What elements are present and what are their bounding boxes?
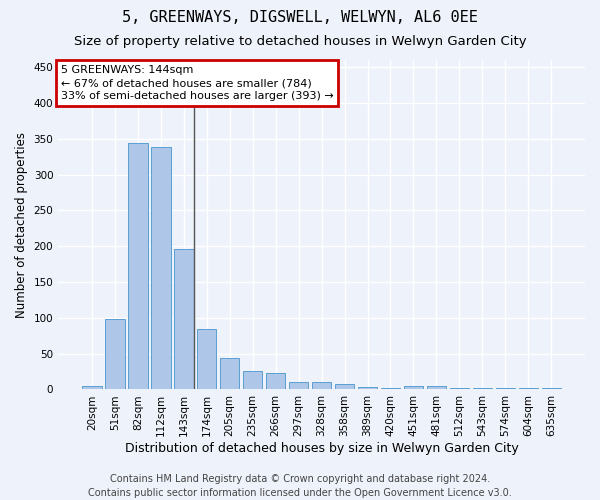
Bar (381, 388, 400, 390)
Bar (496, 388, 515, 390)
Bar (542, 388, 561, 390)
Bar (266, 373, 286, 390)
Bar (151, 148, 170, 390)
Bar (220, 358, 239, 390)
Bar (82, 386, 101, 390)
Y-axis label: Number of detached properties: Number of detached properties (15, 132, 28, 318)
Bar (197, 328, 217, 390)
Bar (427, 386, 446, 390)
Bar (358, 388, 377, 390)
Bar (174, 249, 194, 390)
Text: Size of property relative to detached houses in Welwyn Garden City: Size of property relative to detached ho… (74, 35, 526, 48)
Bar (518, 388, 538, 390)
Bar (312, 382, 331, 390)
Text: Contains HM Land Registry data © Crown copyright and database right 2024.
Contai: Contains HM Land Registry data © Crown c… (88, 474, 512, 498)
Bar (128, 143, 148, 390)
Bar (449, 388, 469, 390)
Text: 5 GREENWAYS: 144sqm
← 67% of detached houses are smaller (784)
33% of semi-detac: 5 GREENWAYS: 144sqm ← 67% of detached ho… (61, 65, 334, 102)
Bar (404, 386, 423, 390)
Text: 5, GREENWAYS, DIGSWELL, WELWYN, AL6 0EE: 5, GREENWAYS, DIGSWELL, WELWYN, AL6 0EE (122, 10, 478, 25)
Bar (335, 384, 355, 390)
Bar (473, 388, 492, 390)
Bar (105, 320, 125, 390)
Bar (243, 371, 262, 390)
Bar (289, 382, 308, 390)
X-axis label: Distribution of detached houses by size in Welwyn Garden City: Distribution of detached houses by size … (125, 442, 518, 455)
